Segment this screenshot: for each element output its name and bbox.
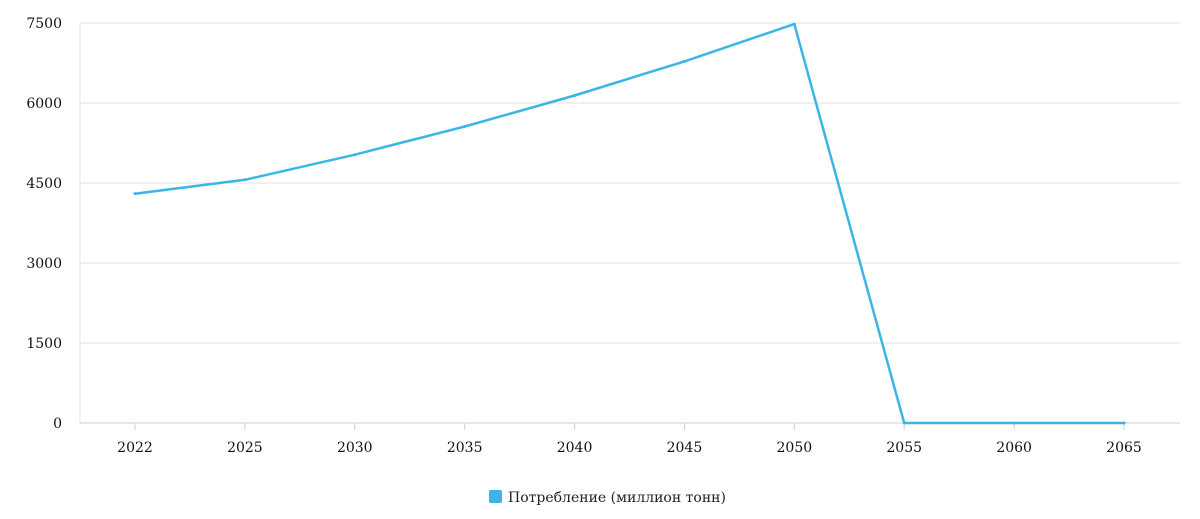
x-tick-label: 2025 [227, 440, 263, 456]
data-point[interactable] [353, 153, 357, 157]
x-tick-label: 2065 [1106, 440, 1142, 456]
y-axis-ticks: 0 1500 3000 4500 6000 7500 [26, 16, 62, 432]
x-tick-label: 2055 [886, 440, 922, 456]
y-tick-label: 6000 [26, 96, 62, 112]
data-point[interactable] [1122, 421, 1126, 425]
data-point[interactable] [682, 59, 686, 63]
grid-lines [80, 22, 1180, 424]
x-tick-label: 2060 [996, 440, 1032, 456]
y-tick-label: 7500 [26, 16, 62, 32]
x-tick-label: 2035 [447, 440, 483, 456]
y-tick-label: 4500 [26, 176, 62, 192]
data-point[interactable] [463, 124, 467, 128]
data-point[interactable] [1012, 421, 1016, 425]
data-point[interactable] [573, 94, 577, 98]
x-tick-label: 2050 [777, 440, 813, 456]
y-tick-label: 1500 [26, 336, 62, 352]
x-tick-label: 2030 [337, 440, 373, 456]
data-point[interactable] [133, 192, 137, 196]
x-axis-ticks: 2022 2025 2030 2035 2040 2045 2050 2055 2060 2065 [117, 423, 1142, 456]
legend[interactable]: Потребление (миллион тонн) [489, 490, 726, 506]
plot-area [133, 22, 1126, 425]
x-tick-label: 2045 [667, 440, 703, 456]
series-line[interactable] [134, 22, 1124, 425]
data-point[interactable] [243, 178, 247, 182]
y-tick-label: 3000 [26, 256, 62, 272]
data-point[interactable] [792, 22, 796, 26]
y-tick-label: 0 [53, 416, 62, 432]
legend-label[interactable]: Потребление (миллион тонн) [508, 490, 726, 506]
data-point[interactable] [902, 421, 906, 425]
x-tick-label: 2040 [557, 440, 593, 456]
x-tick-label: 2022 [117, 440, 153, 456]
legend-swatch[interactable] [489, 490, 502, 503]
